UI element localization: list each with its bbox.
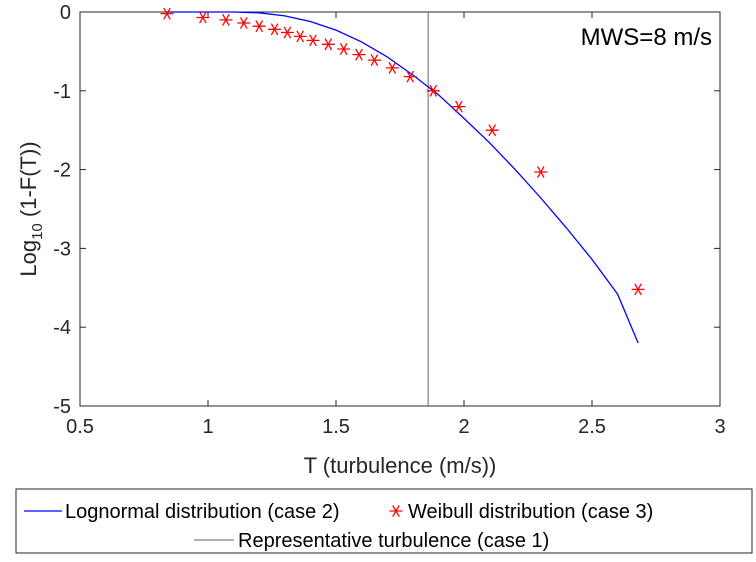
lognormal-curve bbox=[167, 11, 639, 344]
weibull-point bbox=[306, 34, 320, 47]
weibull-point bbox=[403, 70, 417, 83]
legend-label-representative: Representative turbulence (case 1) bbox=[238, 530, 549, 552]
plot-area bbox=[79, 11, 721, 407]
x-tick-label: 2.5 bbox=[578, 416, 606, 438]
y-axis-label-subscript: 10 bbox=[29, 223, 46, 240]
weibull-point bbox=[237, 17, 251, 29]
x-axis-label: T (turbulence (m/s)) bbox=[304, 453, 497, 478]
y-tick-label: -5 bbox=[53, 396, 71, 418]
weibull-point bbox=[367, 54, 382, 66]
y-tick-label: 0 bbox=[60, 2, 71, 24]
x-tick-label: 3 bbox=[714, 416, 725, 438]
weibull-point bbox=[352, 48, 366, 61]
legend-swatch-weibull bbox=[389, 505, 403, 517]
y-tick-label: -2 bbox=[53, 160, 71, 182]
weibull-point bbox=[293, 30, 307, 43]
axis-ticks bbox=[79, 11, 721, 407]
legend-label-lognormal: Lognormal distribution (case 2) bbox=[65, 501, 340, 523]
y-tick-label: -4 bbox=[53, 317, 71, 339]
plot-content bbox=[160, 7, 645, 406]
weibull-point bbox=[426, 84, 440, 97]
y-tick-labels: 0 -1 -2 -3 -4 -5 bbox=[53, 2, 71, 418]
weibull-point bbox=[219, 14, 233, 26]
weibull-point bbox=[321, 38, 335, 51]
x-tick-label: 1 bbox=[202, 416, 213, 438]
y-tick-label: -1 bbox=[53, 81, 71, 103]
weibull-point bbox=[485, 124, 499, 137]
legend: Lognormal distribution (case 2) Weibull … bbox=[15, 488, 753, 554]
weibull-point bbox=[267, 23, 282, 36]
weibull-point bbox=[252, 20, 266, 33]
weibull-point bbox=[631, 283, 645, 296]
x-tick-labels: 0.5 1 1.5 2 2.5 3 bbox=[66, 416, 725, 438]
x-tick-label: 0.5 bbox=[66, 416, 94, 438]
weibull-point bbox=[452, 100, 466, 113]
weibull-point bbox=[160, 7, 174, 20]
y-tick-label: -3 bbox=[53, 238, 71, 260]
weibull-point bbox=[280, 26, 295, 39]
weibull-point bbox=[385, 62, 399, 74]
weibull-point bbox=[534, 166, 548, 178]
y-axis-label-prefix: Log bbox=[16, 240, 41, 277]
mws-annotation: MWS=8 m/s bbox=[581, 24, 712, 51]
legend-label-weibull: Weibull distribution (case 3) bbox=[408, 501, 653, 523]
weibull-point bbox=[337, 43, 351, 55]
x-tick-label: 2 bbox=[458, 416, 469, 438]
y-axis-label-suffix: (1-F(T)) bbox=[16, 141, 41, 223]
weibull-point bbox=[196, 11, 210, 24]
legend-box bbox=[15, 488, 753, 554]
x-tick-label: 1.5 bbox=[322, 416, 350, 438]
y-axis-label: Log10 (1-F(T)) bbox=[16, 141, 46, 276]
